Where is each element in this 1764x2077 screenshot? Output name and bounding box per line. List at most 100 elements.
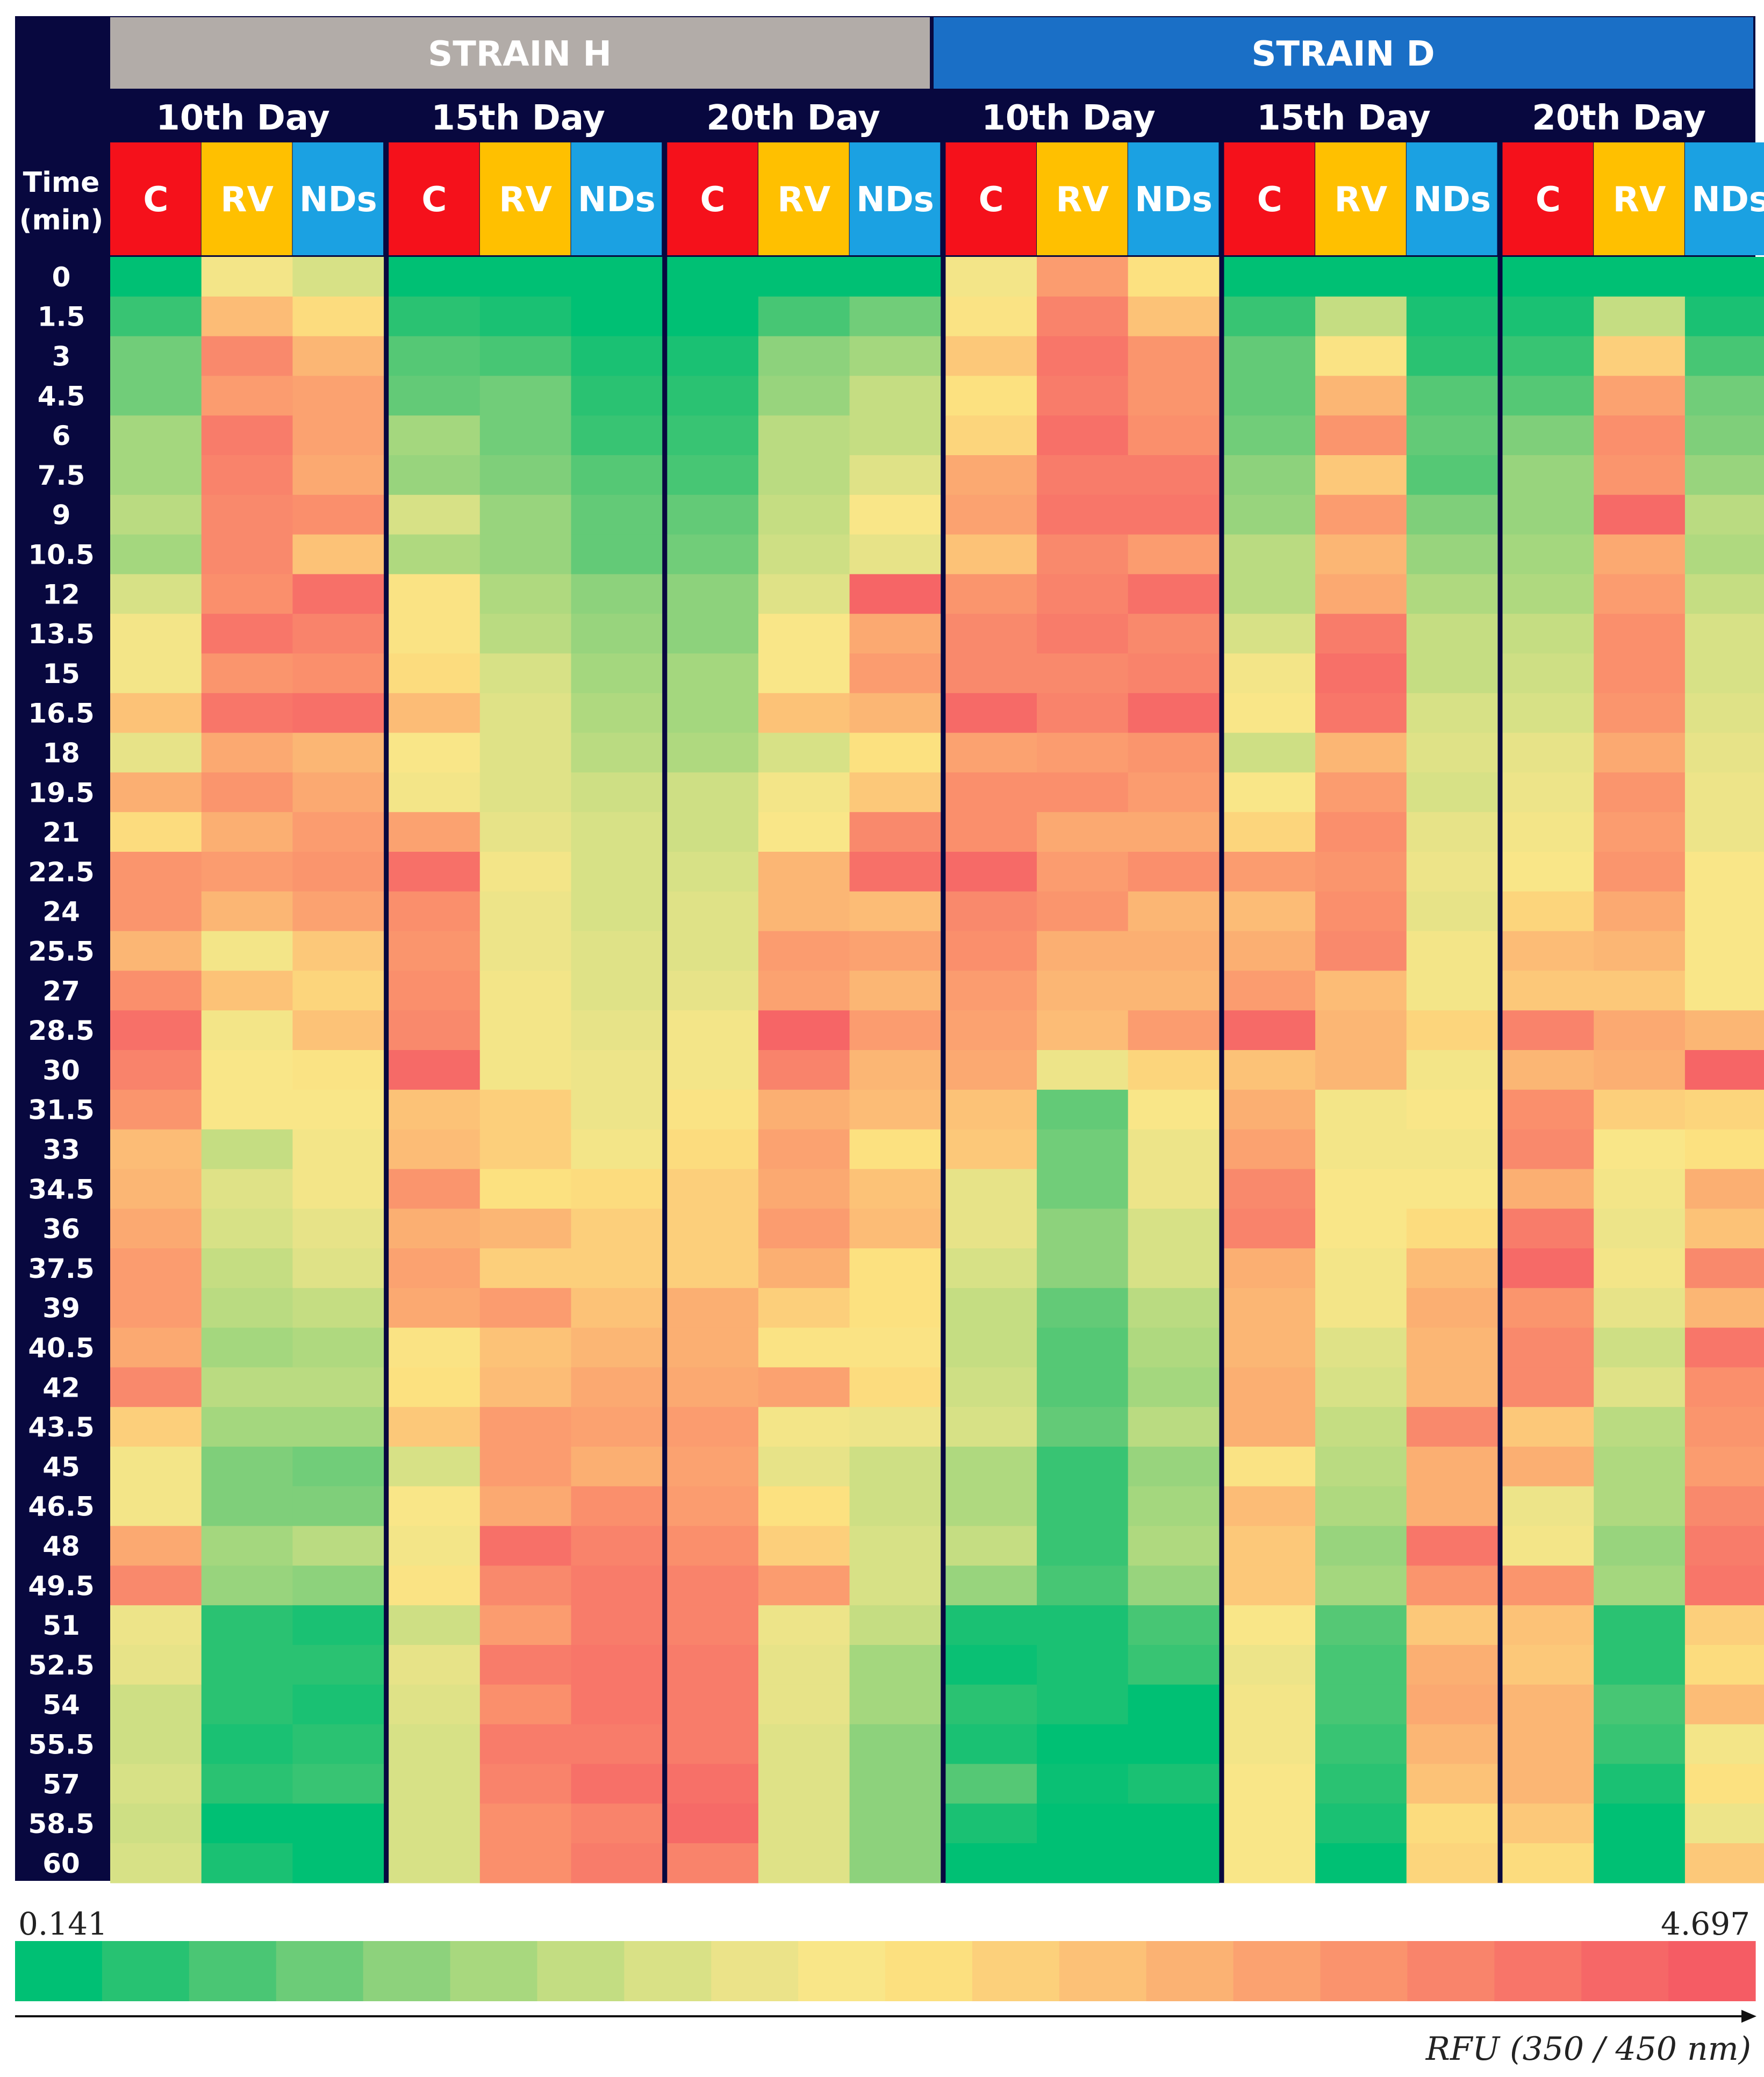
heatmap-cell xyxy=(1128,376,1220,416)
heatmap-cell xyxy=(389,1803,481,1844)
heatmap-cell xyxy=(945,574,1037,614)
heatmap-cell xyxy=(1128,534,1220,574)
heatmap-cell xyxy=(1594,891,1686,932)
heatmap-cell xyxy=(758,376,850,416)
heatmap-cell xyxy=(389,1367,481,1407)
heatmap-cell xyxy=(479,852,572,892)
heatmap-cell xyxy=(389,1486,481,1527)
treatment-label: C xyxy=(700,180,726,220)
heatmap-cell xyxy=(1315,1129,1407,1169)
heatmap-cell xyxy=(667,1010,759,1051)
heatmap-cell xyxy=(110,1724,202,1764)
treatment-label: NDs xyxy=(1135,180,1213,220)
heatmap-cell xyxy=(758,1447,850,1487)
heatmap-cell xyxy=(479,772,572,813)
heatmap-cell xyxy=(292,931,384,971)
heatmap-cell xyxy=(1128,1565,1220,1606)
heatmap-cell xyxy=(1502,1486,1594,1527)
heatmap-cell xyxy=(1502,257,1594,297)
scale-segment xyxy=(624,1941,712,2001)
heatmap-cell xyxy=(110,772,202,813)
heatmap-cell xyxy=(1594,494,1686,535)
heatmap-cell xyxy=(479,1209,572,1249)
heatmap-cell xyxy=(292,891,384,932)
heatmap-cell xyxy=(1128,1407,1220,1447)
time-label: 7.5 xyxy=(38,460,85,491)
heatmap-cell xyxy=(571,1684,663,1725)
day-label-h-20: 20th Day xyxy=(706,98,880,138)
heatmap-cell xyxy=(849,1010,941,1051)
heatmap-cell xyxy=(849,812,941,852)
time-label: 16.5 xyxy=(28,698,94,729)
heatmap-cell xyxy=(1594,296,1686,337)
treatment-badge xyxy=(292,142,384,255)
heatmap-cell xyxy=(389,1645,481,1685)
time-label: 1.5 xyxy=(38,301,85,333)
time-label: 52.5 xyxy=(28,1650,94,1681)
heatmap-cell xyxy=(479,1764,572,1804)
treatment-badge xyxy=(571,142,662,255)
heatmap-cell xyxy=(479,1010,572,1051)
heatmap-cell xyxy=(571,1565,663,1606)
heatmap-cell xyxy=(479,1486,572,1527)
heatmap-cell xyxy=(1502,1209,1594,1249)
heatmap-cell xyxy=(1684,1209,1764,1249)
heatmap-cell xyxy=(389,772,481,813)
day-label-d-10: 10th Day xyxy=(981,98,1156,138)
heatmap-cell xyxy=(201,693,293,734)
heatmap-cell xyxy=(571,1327,663,1368)
heatmap-cell xyxy=(571,1169,663,1209)
heatmap-cell xyxy=(758,931,850,971)
heatmap-cell xyxy=(1594,376,1686,416)
heatmap-cell xyxy=(1502,653,1594,694)
heatmap-cell xyxy=(1037,1050,1129,1090)
heatmap-cell xyxy=(110,415,202,456)
heatmap-cell xyxy=(1502,1367,1594,1407)
heatmap-cell xyxy=(110,931,202,971)
heatmap-cell xyxy=(758,494,850,535)
heatmap-cell xyxy=(389,812,481,852)
scale-axis-arrow-icon xyxy=(1741,2010,1756,2023)
heatmap-cell xyxy=(1224,296,1316,337)
heatmap-cell xyxy=(571,1843,663,1884)
heatmap-cell xyxy=(1684,574,1764,614)
heatmap-cell xyxy=(667,1367,759,1407)
heatmap-cell xyxy=(1406,494,1498,535)
heatmap-cell xyxy=(571,1645,663,1685)
heatmap-cell xyxy=(758,1367,850,1407)
heatmap-cell xyxy=(1594,1050,1686,1090)
heatmap-cell xyxy=(1224,1129,1316,1169)
heatmap-cell xyxy=(1594,1288,1686,1328)
heatmap-cell xyxy=(1315,257,1407,297)
heatmap-cell xyxy=(1684,1010,1764,1051)
heatmap-cell xyxy=(201,1288,293,1328)
heatmap-cell xyxy=(945,1209,1037,1249)
heatmap-cell xyxy=(1406,772,1498,813)
heatmap-cell xyxy=(479,693,572,734)
heatmap-cell xyxy=(389,614,481,654)
heatmap-cell xyxy=(1502,455,1594,495)
heatmap-cell xyxy=(667,1169,759,1209)
heatmap-cell xyxy=(849,257,941,297)
heatmap-cell xyxy=(110,1407,202,1447)
scale-segment xyxy=(189,1941,277,2001)
heatmap-cell xyxy=(479,494,572,535)
heatmap-cell xyxy=(1037,1447,1129,1487)
heatmap-cell xyxy=(1502,296,1594,337)
heatmap-cell xyxy=(667,336,759,376)
heatmap-cell xyxy=(292,1209,384,1249)
heatmap-cell xyxy=(1037,971,1129,1011)
heatmap-cell xyxy=(201,1407,293,1447)
heatmap-cell xyxy=(110,653,202,694)
heatmap-cell xyxy=(1315,1288,1407,1328)
heatmap-cell xyxy=(1315,534,1407,574)
heatmap-cell xyxy=(849,614,941,654)
heatmap-cell xyxy=(1684,1248,1764,1289)
heatmap-cell xyxy=(292,1169,384,1209)
heatmap-cell xyxy=(1315,812,1407,852)
heatmap-cell xyxy=(1315,376,1407,416)
heatmap-cell xyxy=(1502,1089,1594,1130)
heatmap-cell xyxy=(1224,1010,1316,1051)
treatment-badge xyxy=(389,142,479,255)
heatmap-cell xyxy=(1502,812,1594,852)
